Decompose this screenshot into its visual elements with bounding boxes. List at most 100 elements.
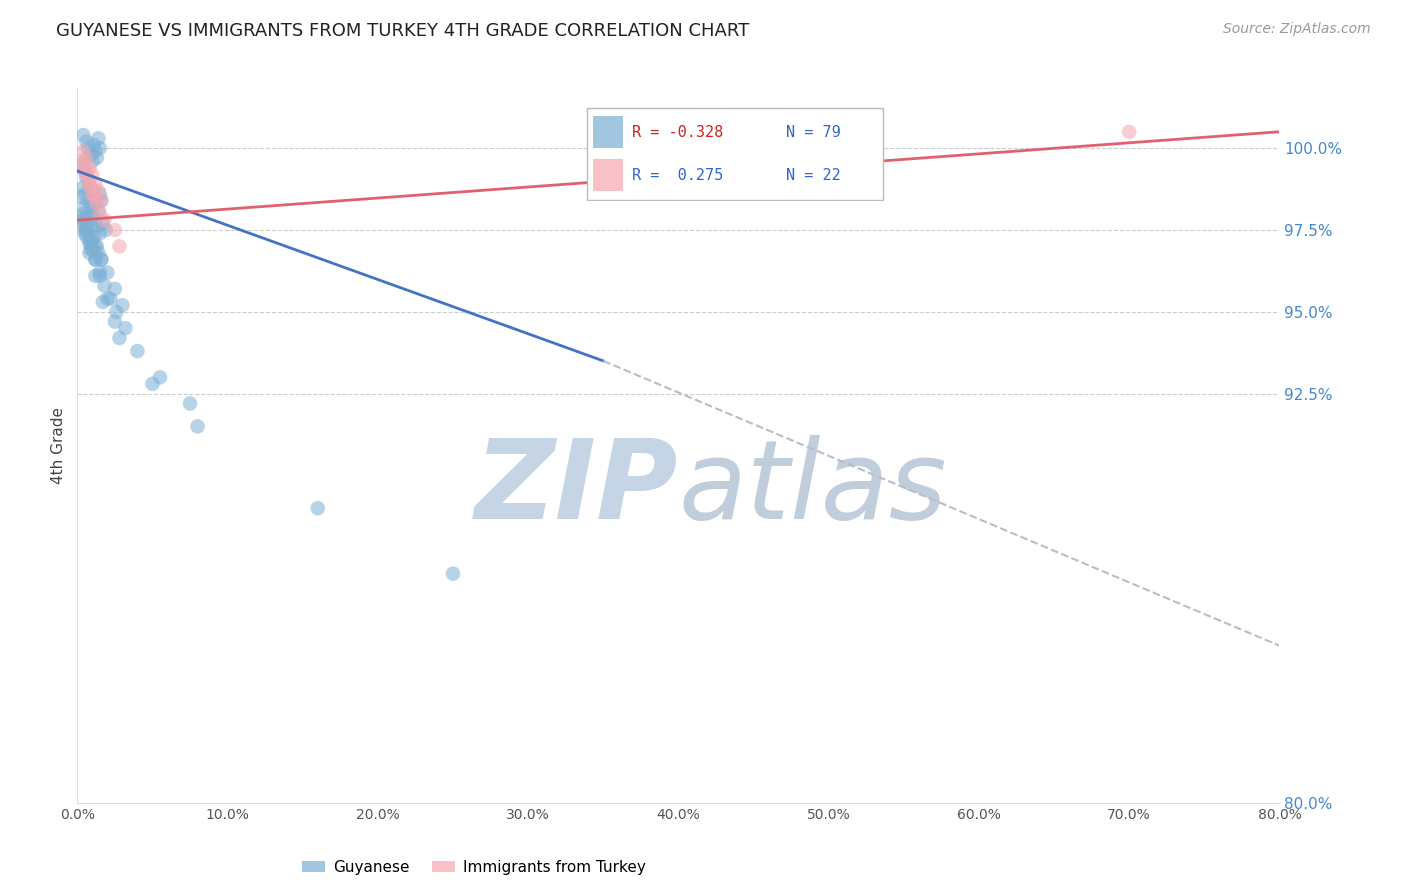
Point: [72, 128, 94, 142]
Point: [73, 164, 96, 178]
Point: [91, 295, 114, 310]
Point: [80, 147, 103, 161]
Point: [114, 321, 136, 335]
Bar: [592, 160, 623, 191]
Point: [84, 268, 107, 283]
Point: [75, 229, 97, 244]
Point: [73, 226, 96, 240]
Point: [93, 213, 115, 227]
Point: [76, 141, 98, 155]
Point: [72, 213, 94, 227]
Point: [73, 200, 96, 214]
Point: [187, 419, 209, 434]
Point: [89, 206, 111, 220]
Point: [76, 194, 98, 208]
Point: [83, 137, 105, 152]
Point: [82, 233, 104, 247]
Point: [82, 243, 104, 257]
Point: [72, 206, 94, 220]
Point: [82, 154, 104, 169]
Point: [86, 219, 108, 234]
Point: [84, 196, 107, 211]
Point: [96, 292, 118, 306]
Point: [73, 223, 96, 237]
Point: [89, 141, 111, 155]
Point: [80, 219, 103, 234]
Point: [89, 268, 111, 283]
Point: [80, 180, 103, 194]
Point: [84, 145, 107, 159]
Point: [89, 226, 111, 240]
Point: [91, 216, 114, 230]
Point: [75, 219, 97, 234]
Point: [72, 216, 94, 230]
Point: [127, 344, 149, 359]
Point: [84, 252, 107, 267]
Point: [82, 184, 104, 198]
Point: [111, 298, 134, 312]
Point: [72, 157, 94, 171]
Point: [79, 233, 101, 247]
Point: [76, 170, 98, 185]
Point: [89, 186, 111, 201]
Point: [93, 278, 115, 293]
Point: [79, 177, 101, 191]
Point: [82, 186, 104, 201]
Point: [70, 154, 93, 169]
Point: [441, 566, 464, 581]
Point: [307, 501, 329, 516]
Point: [72, 180, 94, 194]
Point: [84, 213, 107, 227]
Point: [83, 229, 105, 244]
Point: [83, 190, 105, 204]
Point: [104, 223, 127, 237]
Point: [1118, 125, 1140, 139]
Point: [82, 206, 104, 220]
Point: [80, 243, 103, 257]
Point: [87, 131, 110, 145]
Point: [86, 196, 108, 211]
Text: N = 79: N = 79: [786, 125, 841, 140]
Point: [84, 177, 107, 191]
Point: [82, 167, 104, 181]
Point: [86, 239, 108, 253]
Point: [79, 177, 101, 191]
Point: [90, 252, 112, 267]
Y-axis label: 4th Grade: 4th Grade: [51, 408, 66, 484]
Point: [70, 157, 93, 171]
Point: [90, 194, 112, 208]
Point: [72, 145, 94, 159]
Point: [108, 239, 131, 253]
Point: [87, 184, 110, 198]
Point: [96, 266, 118, 280]
Point: [104, 282, 127, 296]
Point: [179, 396, 201, 410]
Legend: Guyanese, Immigrants from Turkey: Guyanese, Immigrants from Turkey: [297, 854, 652, 880]
Point: [108, 331, 131, 345]
Point: [75, 223, 97, 237]
Point: [73, 186, 96, 201]
Point: [87, 245, 110, 260]
Point: [70, 210, 93, 224]
Text: R = -0.328: R = -0.328: [631, 125, 723, 140]
Point: [84, 252, 107, 267]
Point: [75, 135, 97, 149]
Point: [79, 245, 101, 260]
Point: [149, 370, 172, 384]
Point: [94, 223, 117, 237]
Point: [86, 151, 108, 165]
Point: [75, 151, 97, 165]
Point: [90, 194, 112, 208]
Point: [75, 170, 97, 185]
Point: [105, 305, 128, 319]
Point: [79, 161, 101, 175]
Point: [75, 167, 97, 181]
Point: [84, 239, 107, 253]
Point: [73, 164, 96, 178]
Text: ZIP: ZIP: [475, 435, 679, 542]
Text: N = 22: N = 22: [786, 168, 841, 183]
Bar: [592, 116, 623, 148]
Point: [76, 210, 98, 224]
Point: [79, 235, 101, 250]
Text: atlas: atlas: [679, 435, 948, 542]
